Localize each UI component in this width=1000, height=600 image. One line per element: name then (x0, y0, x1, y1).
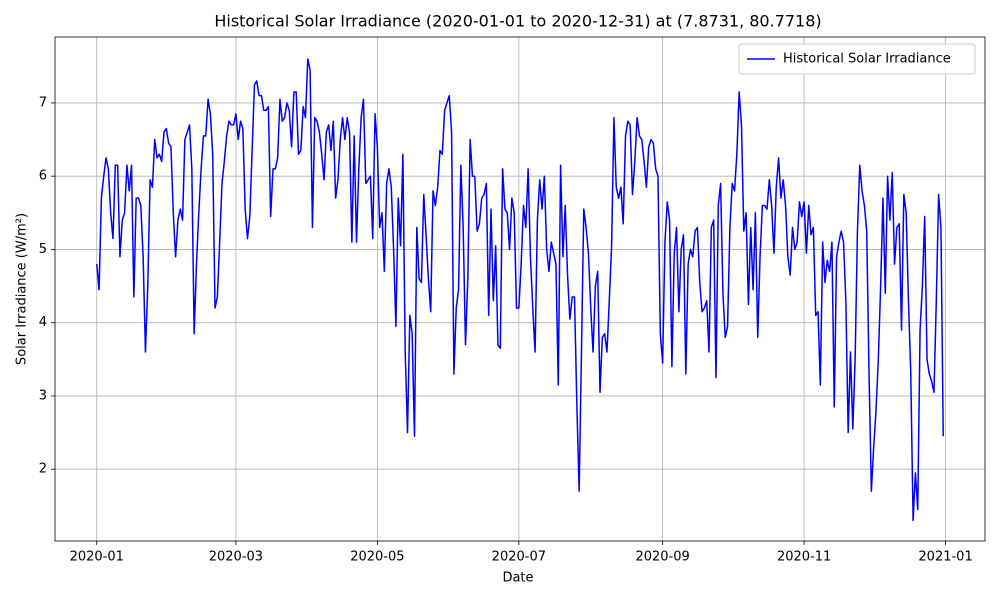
x-tick-label: 2020-09 (635, 550, 689, 565)
x-tick-label: 2020-07 (492, 550, 546, 565)
y-tick-label: 2 (39, 462, 47, 477)
y-tick-label: 3 (39, 388, 47, 403)
x-tick-label: 2020-01 (70, 550, 124, 565)
x-tick-label: 2020-11 (777, 550, 831, 565)
x-tick-label: 2020-05 (350, 550, 404, 565)
x-tick-label: 2021-01 (918, 550, 972, 565)
y-tick-label: 6 (39, 169, 47, 184)
chart-title: Historical Solar Irradiance (2020-01-01 … (214, 12, 821, 31)
data-line (96, 58, 944, 522)
plot-frame (54, 36, 986, 542)
y-tick-label: 5 (39, 242, 47, 257)
y-axis-label: Solar Irradiance (W/m²) (15, 213, 30, 365)
y-tick-label: 7 (39, 95, 47, 110)
x-tick-label: 2020-03 (209, 550, 263, 565)
x-axis-label: Date (502, 571, 533, 586)
legend-box (738, 43, 976, 75)
legend-label: Historical Solar Irradiance (783, 52, 951, 67)
legend: Historical Solar Irradiance (738, 43, 976, 75)
y-tick-label: 4 (39, 315, 47, 330)
